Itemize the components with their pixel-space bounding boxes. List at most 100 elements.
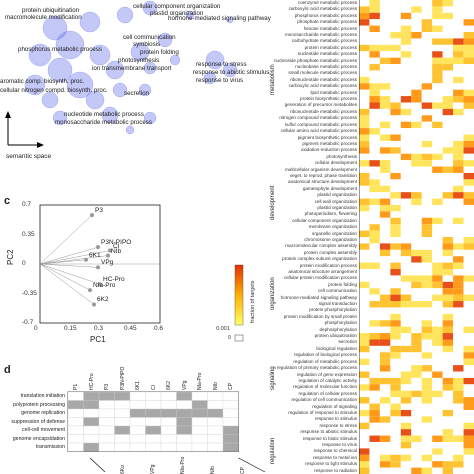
heatmap-cell	[421, 409, 433, 417]
heatmap-cell	[442, 294, 454, 302]
heatmap-cell	[359, 275, 370, 282]
heatmap-cell	[369, 179, 380, 186]
pca-panel: c PC2 PC1 0 0.15 0.3 0.45 0.6 0.7 0.35 0 -0.35 -0…	[0, 195, 270, 355]
heatmap-cell	[400, 19, 412, 26]
bubble	[142, 0, 158, 16]
heatmap-cell	[442, 83, 454, 90]
heatmap-cell	[411, 243, 422, 250]
table-col-label: P3N-PIPO	[119, 366, 126, 390]
heatmap-cell	[359, 243, 370, 250]
heatmap-cell	[400, 160, 412, 167]
heatmap-cell	[359, 403, 370, 410]
heatmap-cell	[379, 179, 391, 186]
bubble-label-b16: cellular nitrogen compd. biosynth. proc.	[0, 87, 108, 94]
heatmap-cell	[453, 12, 464, 20]
heatmap-cell	[379, 339, 391, 346]
heatmap-cell	[400, 12, 412, 20]
bubble-panel: semantic space protein ubiquitination cel…	[0, 0, 271, 160]
heatmap-cell	[359, 204, 370, 212]
heatmap-row-label: regulation of signaling	[312, 403, 357, 409]
pca-vector	[39, 263, 91, 291]
heatmap-cell	[359, 249, 370, 257]
heatmap-cell	[432, 204, 443, 212]
heatmap-cell	[411, 275, 422, 282]
heatmap-cell	[442, 192, 454, 199]
bubble	[52, 110, 68, 126]
heatmap-cell	[453, 217, 464, 225]
heatmap-cell	[463, 371, 474, 378]
heatmap-cell	[421, 237, 433, 244]
heatmap-cell	[369, 390, 380, 398]
heatmap-cell	[369, 262, 380, 270]
heatmap-cell	[390, 262, 401, 270]
heatmap-cell	[453, 320, 464, 327]
heatmap-cell	[359, 147, 370, 154]
heatmap-cell	[432, 211, 443, 218]
pca-vector	[39, 214, 93, 265]
pca-vector	[39, 255, 109, 265]
heatmap-cell	[421, 262, 433, 270]
heatmap-cell	[432, 115, 443, 122]
heatmap-cell	[442, 345, 454, 353]
heatmap-row-label: regulation of gene expression	[296, 371, 357, 377]
heatmap-cell	[400, 102, 412, 109]
pca-point-label: 6K2	[97, 296, 109, 304]
heatmap-cell	[463, 249, 474, 257]
heatmap-cell	[400, 365, 412, 372]
heatmap-cell	[411, 333, 422, 340]
heatmap-cell	[453, 403, 464, 410]
heatmap-cell	[421, 313, 433, 321]
heatmap-row-label: regulation of cell communication	[291, 397, 357, 403]
heatmap-cell	[400, 377, 412, 385]
heatmap-cell	[379, 243, 391, 250]
heatmap-cell	[411, 179, 422, 186]
heatmap-cell	[453, 467, 464, 474]
heatmap-cell	[369, 96, 380, 103]
table-cell	[207, 391, 224, 401]
heatmap-cell	[432, 38, 443, 45]
heatmap-row-label: cellular component organization	[292, 217, 357, 223]
heatmap-cell	[442, 211, 454, 218]
heatmap-cell	[453, 288, 464, 295]
heatmap-cell	[421, 166, 433, 173]
table-cell	[191, 408, 208, 418]
heatmap-cell	[390, 333, 401, 340]
pca-point-label: NIb	[111, 247, 122, 255]
heatmap-cell	[421, 38, 433, 45]
heatmap-cell	[379, 89, 391, 97]
table-cell	[191, 434, 208, 444]
heatmap-cell	[442, 326, 454, 334]
heatmap-cell	[359, 365, 370, 372]
pca-point	[98, 282, 102, 287]
heatmap-cell	[432, 102, 443, 109]
heatmap-cell	[400, 115, 412, 122]
heatmap-cell	[432, 64, 443, 71]
heatmap-row-label: nucleoside phosphate metabolic process	[274, 57, 357, 63]
heatmap-cell	[421, 153, 433, 161]
heatmap-cell	[379, 249, 391, 257]
pca-point-label: NIa-Pro	[93, 282, 116, 290]
table-row-label: suppression of defense	[11, 418, 65, 425]
heatmap-cell	[379, 307, 391, 314]
heatmap-cell	[369, 115, 380, 122]
heatmap-row-label: pigment biosynthetic process	[297, 134, 357, 140]
heatmap-cell	[453, 326, 464, 334]
pca-vector	[39, 263, 99, 268]
heatmap-cell	[390, 403, 401, 410]
heatmap-cell	[453, 147, 464, 154]
heatmap-cell	[400, 313, 412, 321]
heatmap-cell	[359, 333, 370, 340]
heatmap-cell	[463, 140, 474, 148]
heatmap-cell	[379, 371, 391, 378]
heatmap-cell	[432, 44, 443, 52]
heatmap-cell	[453, 6, 464, 13]
heatmap-cell	[400, 435, 412, 442]
heatmap-cell	[379, 256, 391, 263]
heatmap-cell	[442, 243, 454, 250]
pca-svg	[39, 204, 244, 342]
heatmap-cell	[463, 237, 474, 244]
table-col-label: VPg	[181, 380, 188, 390]
heatmap-cell	[463, 345, 474, 353]
heatmap-cell	[400, 172, 412, 180]
heatmap-cell	[421, 365, 433, 372]
